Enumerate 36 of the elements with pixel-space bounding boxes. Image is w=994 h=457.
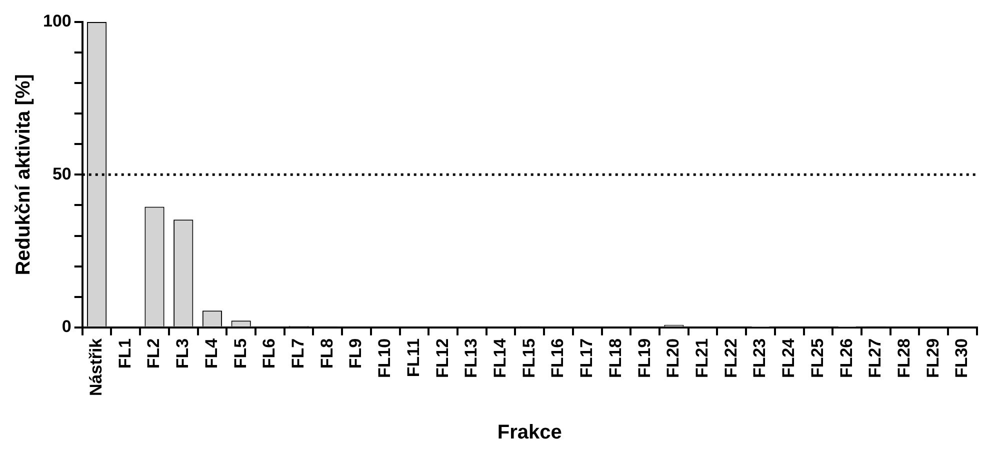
x-tick-label: FL4 [202,338,221,369]
x-axis-title: Frakce [497,422,562,444]
x-tick-label: FL7 [288,338,308,369]
x-tick-label: FL21 [692,338,712,378]
x-tick-label: FL18 [606,338,625,378]
x-tick-label: FL23 [750,338,770,378]
x-tick-label: FL13 [462,338,481,378]
x-tick-label: FL11 [404,338,423,378]
y-tick-label: 0 [62,317,72,336]
x-tick-label: FL2 [144,338,164,369]
x-tick-label: FL24 [779,338,798,378]
x-tick-label: FL20 [664,338,683,378]
x-tick-label: FL6 [260,338,279,369]
x-tick-label: FL26 [836,338,856,378]
x-tick-label: FL12 [432,338,452,378]
x-tick-label: FL29 [923,338,942,378]
x-tick-label: FL9 [346,338,366,369]
y-axis-title: Redukční aktivita [%] [12,74,35,276]
x-tick-label: FL22 [721,338,740,378]
x-tick-label: FL19 [634,338,654,378]
x-tick-label: FL27 [866,338,885,378]
x-tick-label: FL30 [952,338,972,378]
x-tick-label: Nástřik [86,338,106,396]
x-tick-label: FL25 [808,338,827,378]
x-tick-label: FL10 [375,338,394,378]
x-tick-label: FL3 [173,338,192,369]
y-tick-label: 50 [52,164,72,184]
x-tick-label: FL17 [577,338,596,378]
x-tick-label: FL5 [230,338,250,369]
x-tick-label: FL16 [548,338,568,378]
x-tick-label: FL1 [115,338,134,369]
x-tick-label: FL15 [519,338,538,378]
y-tick-label: 100 [42,12,72,31]
x-tick-label: FL8 [317,338,336,369]
x-tick-label: FL28 [894,338,914,378]
x-tick-label: FL14 [490,338,510,378]
